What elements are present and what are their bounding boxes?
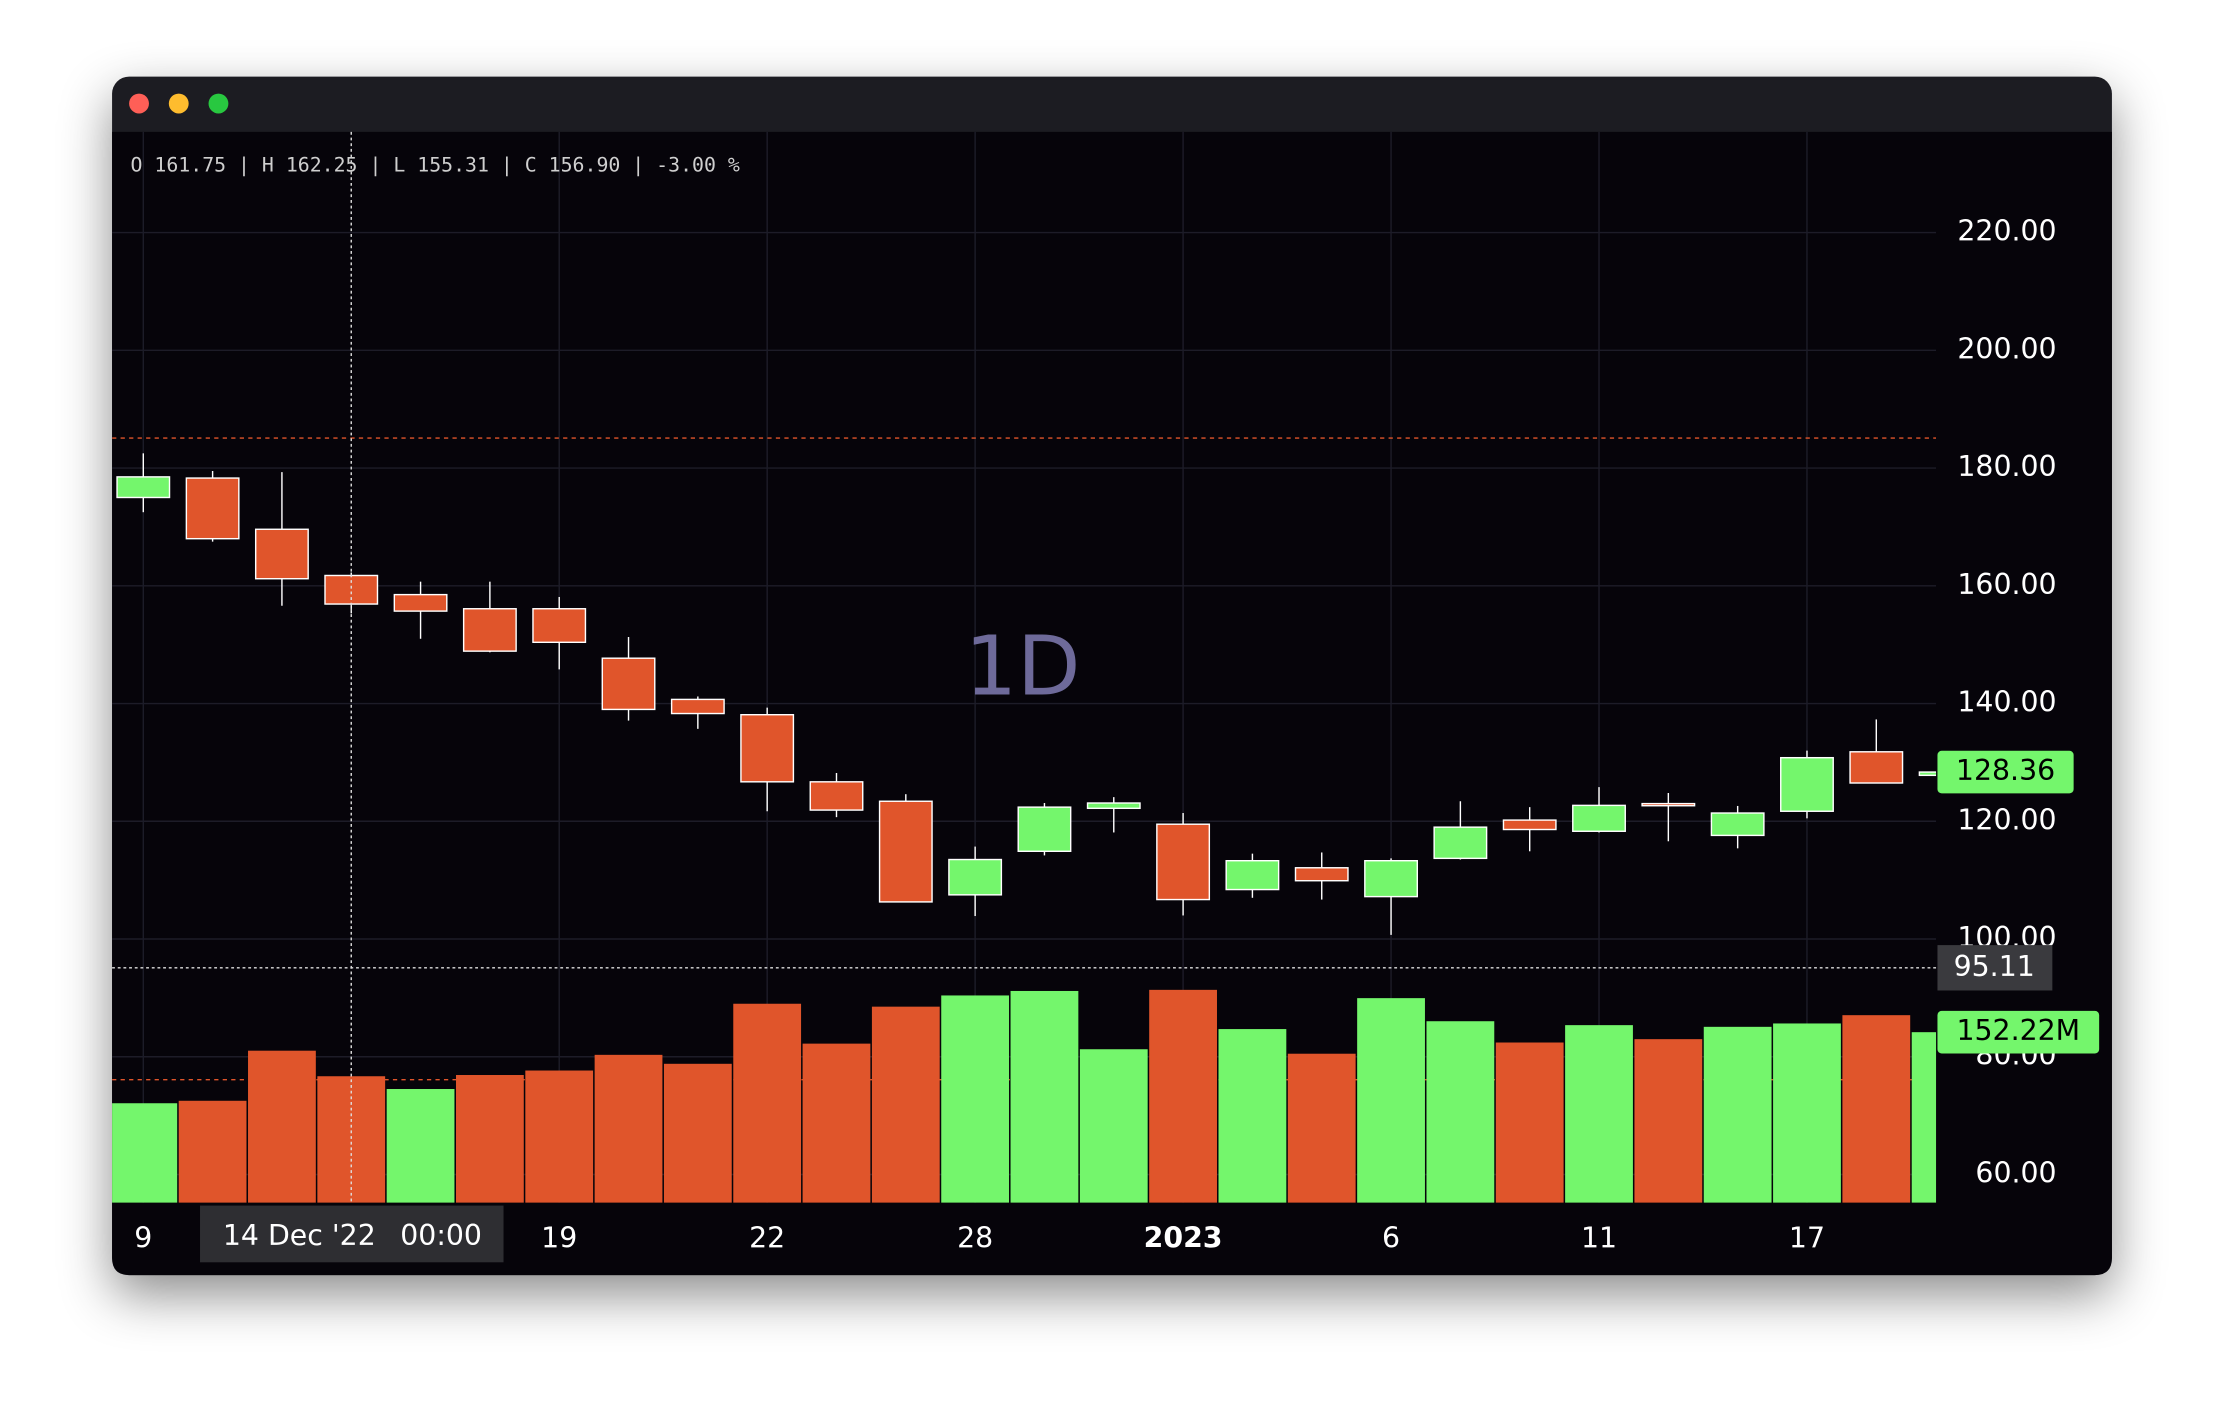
x-tick-label: 28: [957, 1222, 993, 1255]
x-tick-label: 6: [1382, 1222, 1400, 1255]
volume-bar: [178, 1100, 247, 1203]
volume-bar: [1773, 1023, 1841, 1203]
candle-body: [948, 858, 1003, 896]
volume-bar: [1842, 1015, 1911, 1203]
crosshair-date-label: 14 Dec '22: [223, 1219, 376, 1252]
volume-bar: [1495, 1042, 1564, 1203]
volume-bar: [733, 1003, 802, 1203]
ohlc-legend: O 161.75 | H 162.25 | L 155.31 | C 156.9…: [131, 153, 740, 176]
volume-bar: [1634, 1039, 1703, 1203]
overlay: 60.0080.00100.00120.00140.00160.00180.00…: [112, 131, 2100, 1263]
y-tick-label: 120.00: [1957, 803, 2056, 836]
last-volume-label: 152.22M: [1956, 1014, 2080, 1047]
volume-bar: [871, 1006, 940, 1203]
volume-bar: [663, 1063, 732, 1203]
volume-bar: [1911, 1032, 1937, 1203]
candle-body: [670, 698, 725, 715]
x-tick-label: 11: [1581, 1222, 1617, 1255]
volume-bar: [112, 1103, 178, 1203]
x-tick-label: 9: [134, 1222, 152, 1255]
last-price-label: 128.36: [1956, 754, 2055, 787]
candle-body: [185, 477, 240, 540]
y-tick-label: 220.00: [1957, 215, 2056, 248]
minimize-button[interactable]: [168, 93, 189, 114]
volume-bar: [1565, 1025, 1633, 1203]
x-tick-label: 22: [749, 1222, 785, 1255]
x-tick-label: 17: [1789, 1222, 1825, 1255]
candle-body: [1156, 823, 1211, 901]
candle-body: [601, 657, 656, 711]
volume-bar: [1218, 1029, 1287, 1203]
candle-body: [1849, 751, 1904, 784]
plot: [112, 437, 1937, 1203]
candle-body: [740, 714, 795, 783]
candle-body: [1710, 812, 1765, 837]
candle-body: [1294, 867, 1349, 882]
candle-body: [462, 608, 517, 652]
candle-body: [532, 608, 587, 644]
candle-body: [809, 781, 864, 811]
volume-bar: [1703, 1026, 1772, 1203]
candle-body: [1641, 802, 1696, 807]
candle-body: [1433, 826, 1488, 860]
crosshair-time-box: [200, 1205, 504, 1263]
crosshair-price-box: [1937, 945, 2053, 991]
y-tick-label: 200.00: [1957, 332, 2056, 365]
crosshair-time-label: 00:00: [400, 1219, 482, 1252]
volume-bar: [386, 1089, 455, 1203]
candle-body: [1017, 806, 1072, 852]
candle-body: [116, 476, 171, 499]
volume-bar: [941, 995, 1010, 1203]
candle-body: [1502, 819, 1557, 831]
volume-bar: [455, 1075, 524, 1203]
candle-body: [1780, 756, 1834, 812]
candle-body: [254, 528, 309, 580]
last-price-box: [1937, 750, 2074, 794]
candle-body: [1086, 802, 1141, 810]
volume-bar: [1426, 1021, 1495, 1203]
candle-body: [393, 593, 448, 612]
y-tick-label: 140.00: [1957, 686, 2056, 719]
volume-bar: [802, 1043, 871, 1203]
candle-body: [1225, 859, 1280, 891]
y-tick-label: 180.00: [1957, 450, 2056, 483]
crosshair-price-label: 95.11: [1954, 950, 2035, 983]
volume-bar: [1287, 1053, 1356, 1203]
y-tick-label: 60.00: [1975, 1156, 2056, 1189]
y-tick-label: 160.00: [1957, 568, 2056, 601]
volume-bar: [248, 1050, 316, 1203]
candle-body: [1572, 804, 1626, 832]
volume-bar: [525, 1070, 594, 1203]
candle-body: [878, 800, 933, 903]
candle-body: [1918, 771, 1937, 777]
close-button[interactable]: [129, 93, 149, 114]
volume-bar: [594, 1054, 663, 1203]
volume-bar: [1357, 998, 1425, 1203]
watermark: 1D: [965, 620, 1081, 715]
x-tick-label: 2023: [1144, 1222, 1223, 1255]
maximize-button[interactable]: [208, 93, 229, 114]
candle-body: [1364, 859, 1419, 898]
volume-bar: [1149, 989, 1217, 1203]
volume-bar: [1010, 990, 1079, 1203]
volume-bar: [1079, 1049, 1148, 1203]
last-volume-box: [1937, 1010, 2100, 1054]
x-tick-label: 19: [541, 1222, 577, 1255]
